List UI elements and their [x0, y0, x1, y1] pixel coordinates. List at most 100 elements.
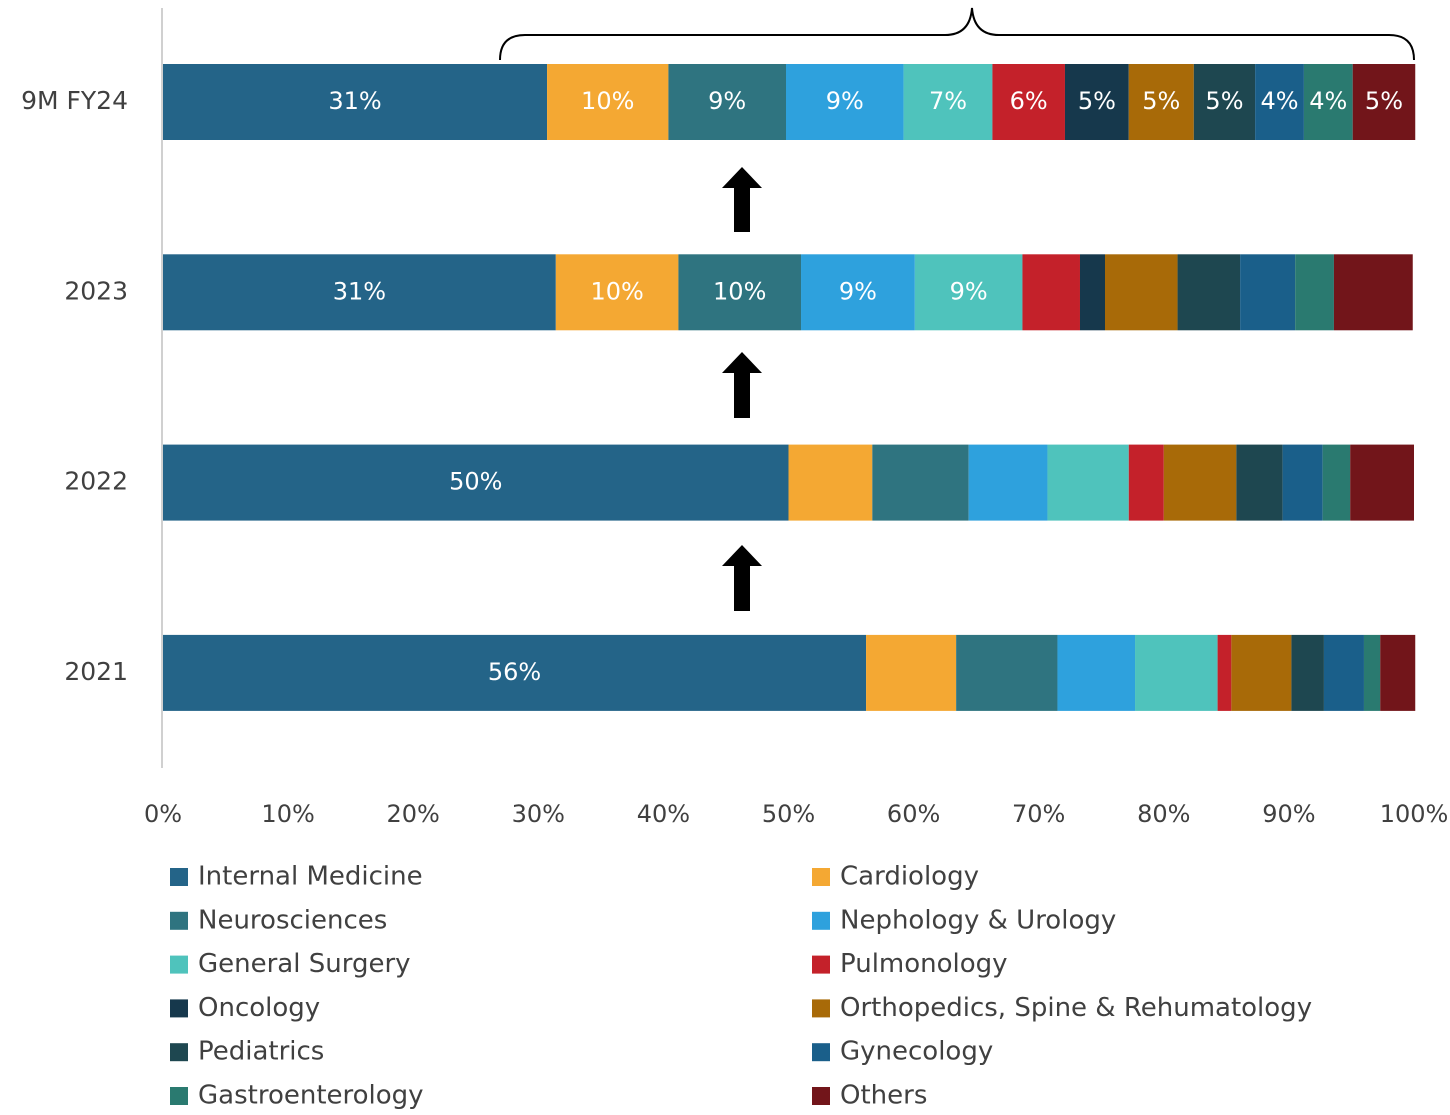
bar-segment: [1064, 64, 1129, 140]
brace: [499, 7, 1415, 61]
legend-swatch: [812, 1043, 830, 1062]
bar-segment: [1163, 444, 1237, 521]
bar-segment: [872, 444, 969, 521]
bar-segment: [163, 64, 548, 140]
value-label: 4%: [1309, 87, 1347, 115]
y-tick-label: 2022: [64, 467, 128, 496]
bar-segment: [163, 444, 789, 521]
bar-segment: [992, 64, 1065, 140]
value-label: 9%: [826, 87, 864, 115]
y-tick-label: 2021: [64, 657, 128, 686]
bar-segment: [903, 64, 993, 140]
legend-label: Internal Medicine: [198, 862, 423, 892]
bar-segment: [555, 254, 679, 331]
bar-segment: [1217, 634, 1232, 711]
bar-segment: [968, 444, 1048, 521]
bar-segment: [1022, 254, 1080, 331]
legend-label: Pediatrics: [198, 1037, 324, 1067]
arrow: [722, 167, 762, 232]
legend-label: Orthopedics, Spine & Rehumatology: [840, 993, 1312, 1023]
bar-segment: [1282, 444, 1323, 521]
bar-segment: [1240, 254, 1296, 331]
bar-segment: [678, 254, 802, 331]
x-tick-label: 90%: [1262, 800, 1315, 828]
legend-label: General Surgery: [198, 949, 411, 979]
x-tick-label: 70%: [1012, 800, 1065, 828]
value-label: 31%: [333, 277, 386, 305]
bar-segment: [1322, 444, 1351, 521]
legend-label: Cardiology: [840, 862, 979, 892]
legend-swatch: [812, 911, 830, 930]
legend-label: Pulmonology: [840, 949, 1008, 979]
legend-label: Others: [840, 1081, 927, 1111]
bar-segment: [785, 64, 904, 140]
value-label: 9%: [708, 87, 746, 115]
x-tick-label: 40%: [637, 800, 690, 828]
x-tick-label: 0%: [144, 800, 182, 828]
bar-segment: [163, 634, 867, 711]
value-label: 6%: [1010, 87, 1048, 115]
bar-segment: [1135, 634, 1218, 711]
value-label: 31%: [328, 87, 381, 115]
y-tick-label: 2023: [64, 276, 128, 305]
value-label: 50%: [449, 468, 502, 496]
bar-segment: [1193, 64, 1256, 140]
value-label: 5%: [1365, 87, 1403, 115]
value-label: 5%: [1205, 87, 1243, 115]
legend-swatch: [812, 955, 830, 974]
bar-segment: [1295, 254, 1334, 331]
bar-segment: [1236, 444, 1283, 521]
bar-segment: [1323, 634, 1364, 711]
legend-label: Neurosciences: [198, 905, 387, 935]
value-label: 10%: [713, 277, 766, 305]
value-label: 5%: [1142, 87, 1180, 115]
bar-segment: [1303, 64, 1353, 140]
legend-swatch: [170, 868, 188, 886]
legend-swatch: [812, 868, 830, 886]
bar-segment: [547, 64, 669, 140]
legend-swatch: [170, 1087, 188, 1105]
legend-label: Gastroenterology: [198, 1081, 424, 1111]
x-tick-label: 80%: [1137, 800, 1190, 828]
value-label: 4%: [1260, 87, 1298, 115]
value-label: 10%: [581, 87, 634, 115]
x-tick-label: 20%: [387, 800, 440, 828]
legend-label: Nephology & Urology: [840, 905, 1116, 935]
bar-segment: [1231, 634, 1292, 711]
bar-segment: [866, 634, 957, 711]
x-tick-label: 50%: [762, 800, 815, 828]
legend-swatch: [170, 1043, 188, 1062]
bar-segment: [1350, 444, 1414, 521]
x-tick-label: 60%: [887, 800, 940, 828]
legend-swatch: [170, 911, 188, 930]
bar-segment: [1057, 634, 1136, 711]
bar-segment: [1047, 444, 1129, 521]
y-tick-label: 9M FY24: [21, 86, 128, 115]
value-label: 9%: [839, 277, 877, 305]
legend-swatch: [812, 1087, 830, 1105]
arrows: [722, 167, 762, 611]
x-tick-label: 100%: [1380, 800, 1449, 828]
value-label: 56%: [488, 658, 541, 686]
bar-segment: [801, 254, 915, 331]
bar-segment: [1105, 254, 1178, 331]
value-label: 9%: [950, 277, 988, 305]
bar-segment: [1255, 64, 1304, 140]
bar-segment: [1128, 444, 1164, 521]
bar-segment: [914, 254, 1023, 331]
legend-swatch: [812, 999, 830, 1018]
bar-segment: [788, 444, 873, 521]
value-label: 10%: [590, 277, 643, 305]
x-tick-label: 10%: [261, 800, 314, 828]
legend-label: Oncology: [198, 993, 320, 1023]
bar-segment: [668, 64, 786, 140]
arrow: [722, 352, 762, 418]
arrow: [722, 545, 762, 611]
bar-segment: [1177, 254, 1241, 331]
legend-label: Gynecology: [840, 1037, 993, 1067]
bar-segment: [956, 634, 1058, 711]
bar-segment: [163, 254, 556, 331]
bar-segment: [1291, 634, 1324, 711]
legend-swatch: [170, 999, 188, 1018]
